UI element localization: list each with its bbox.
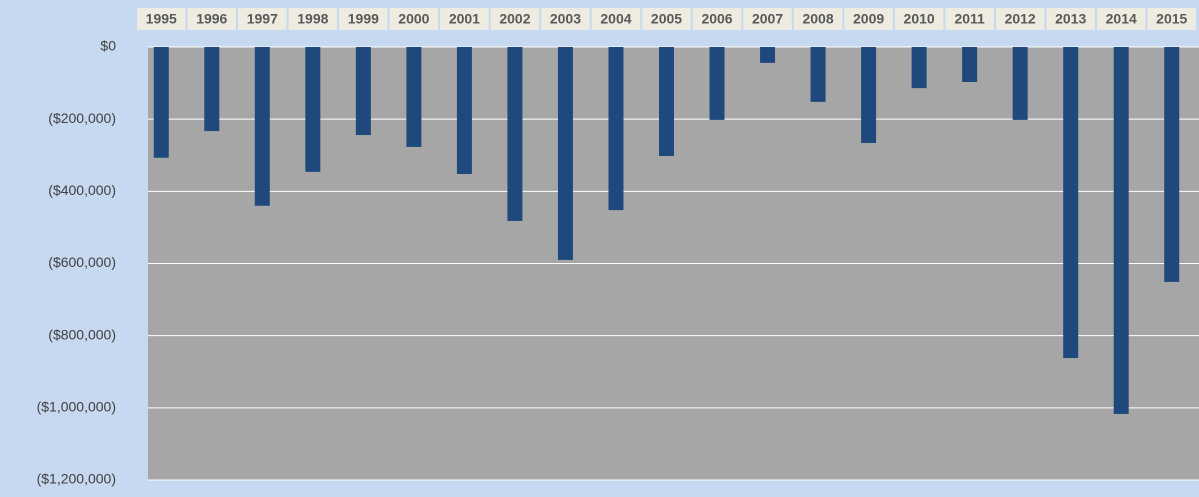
x-label-box xyxy=(591,8,641,30)
x-tick-label: 1995 xyxy=(146,11,177,27)
x-label-box xyxy=(1046,8,1095,30)
x-tick-label: 1996 xyxy=(196,11,227,27)
x-tick-label: 2006 xyxy=(701,11,732,27)
x-tick-label: 1998 xyxy=(297,11,328,27)
x-tick-label: 2004 xyxy=(600,11,631,27)
bar xyxy=(709,47,725,120)
x-tick-label: 1997 xyxy=(247,11,278,27)
y-tick-label: ($600,000) xyxy=(48,254,116,270)
bar xyxy=(1113,47,1129,414)
x-label-box xyxy=(339,8,388,30)
bar xyxy=(1012,47,1028,120)
x-label-box xyxy=(692,8,742,30)
x-label-box xyxy=(1096,8,1146,30)
x-label-box xyxy=(844,8,893,30)
x-label-box xyxy=(894,8,944,30)
bar xyxy=(1164,47,1180,282)
x-label-box xyxy=(743,8,792,30)
x-tick-label: 2013 xyxy=(1055,11,1086,27)
x-tick-label: 2010 xyxy=(904,11,935,27)
bar xyxy=(204,47,220,132)
y-tick-label: ($200,000) xyxy=(48,110,116,126)
bar xyxy=(608,47,624,211)
x-tick-label: 2015 xyxy=(1156,11,1187,27)
x-label-box xyxy=(288,8,338,30)
bar xyxy=(153,47,169,158)
x-tick-label: 2007 xyxy=(752,11,783,27)
x-label-box xyxy=(541,8,590,30)
x-tick-label: 2003 xyxy=(550,11,581,27)
y-tick-label: ($800,000) xyxy=(48,326,116,342)
bar xyxy=(810,47,826,102)
x-tick-label: 2001 xyxy=(449,11,480,27)
bar xyxy=(659,47,674,156)
bar xyxy=(456,47,472,175)
x-tick-label: 2008 xyxy=(802,11,833,27)
bar xyxy=(507,47,523,221)
x-label-box xyxy=(137,8,186,30)
y-tick-label: ($400,000) xyxy=(48,182,116,198)
x-tick-label: 2002 xyxy=(499,11,530,27)
bar xyxy=(962,47,978,83)
x-label-box xyxy=(238,8,287,30)
x-label-box xyxy=(187,8,237,30)
bar xyxy=(355,47,371,136)
bar xyxy=(861,47,877,143)
x-label-box xyxy=(945,8,994,30)
x-label-box xyxy=(995,8,1045,30)
bar xyxy=(1063,47,1079,359)
x-label-box xyxy=(1147,8,1196,30)
x-tick-label: 1999 xyxy=(348,11,379,27)
bar xyxy=(254,47,270,206)
x-label-box xyxy=(440,8,489,30)
bar xyxy=(406,47,422,147)
x-tick-label: 2009 xyxy=(853,11,884,27)
y-tick-label: $0 xyxy=(100,38,116,54)
bar xyxy=(305,47,321,172)
bar xyxy=(557,47,573,260)
x-tick-label: 2014 xyxy=(1106,11,1137,27)
x-label-box xyxy=(642,8,691,30)
x-label-box xyxy=(793,8,843,30)
x-tick-label: 2011 xyxy=(954,11,985,27)
x-label-box xyxy=(490,8,540,30)
bar xyxy=(911,47,927,89)
bar xyxy=(760,47,776,63)
y-tick-label: ($1,000,000) xyxy=(37,399,116,415)
x-label-box xyxy=(389,8,439,30)
x-tick-label: 2000 xyxy=(398,11,429,27)
x-tick-label: 2012 xyxy=(1005,11,1036,27)
y-tick-label: ($1,200,000) xyxy=(37,471,116,487)
x-tick-label: 2005 xyxy=(651,11,682,27)
